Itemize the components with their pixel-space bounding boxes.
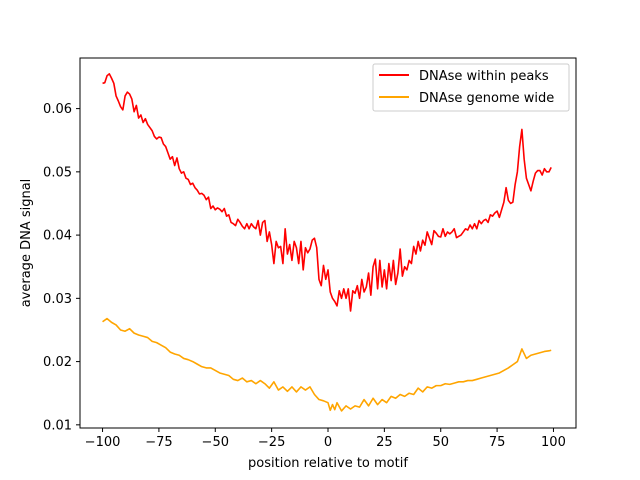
y-tick-label: 0.04 — [43, 229, 72, 244]
y-tick-label: 0.02 — [43, 355, 72, 370]
y-tick-label: 0.03 — [43, 292, 72, 307]
x-tick-label: −75 — [145, 435, 172, 450]
plot-area — [80, 58, 576, 428]
series-layer — [102, 73, 552, 412]
x-tick-label: −25 — [258, 435, 285, 450]
y-tick-label: 0.01 — [43, 418, 72, 433]
plot-frame — [79, 57, 577, 429]
y-tick-label: 0.06 — [43, 102, 72, 117]
x-tick-label: 100 — [541, 435, 566, 450]
x-tick-label: 75 — [489, 435, 506, 450]
legend: DNAse within peaks DNAse genome wide — [372, 63, 570, 112]
x-axis-label: position relative to motif — [248, 456, 408, 471]
x-tick-label: −50 — [202, 435, 229, 450]
y-axis-label: average DNA signal — [19, 179, 34, 308]
series-line-dnase-genome-wide — [102, 317, 552, 412]
y-axis-ticks: 0.01 0.02 0.03 0.04 0.05 0.06 — [43, 102, 80, 433]
legend-label-dnase-genome-wide: DNAse genome wide — [419, 91, 554, 106]
legend-label-dnase-within-peaks: DNAse within peaks — [419, 69, 549, 84]
x-tick-label: 25 — [376, 435, 393, 450]
x-axis-ticks: −100 −75 −50 −25 0 25 50 75 100 — [85, 428, 566, 450]
x-tick-label: 0 — [324, 435, 332, 450]
legend-box — [372, 63, 570, 112]
x-tick-label: 50 — [432, 435, 449, 450]
y-tick-label: 0.05 — [43, 165, 72, 180]
x-tick-label: −100 — [85, 435, 121, 450]
series-line-dnase-within-peaks — [102, 73, 552, 312]
